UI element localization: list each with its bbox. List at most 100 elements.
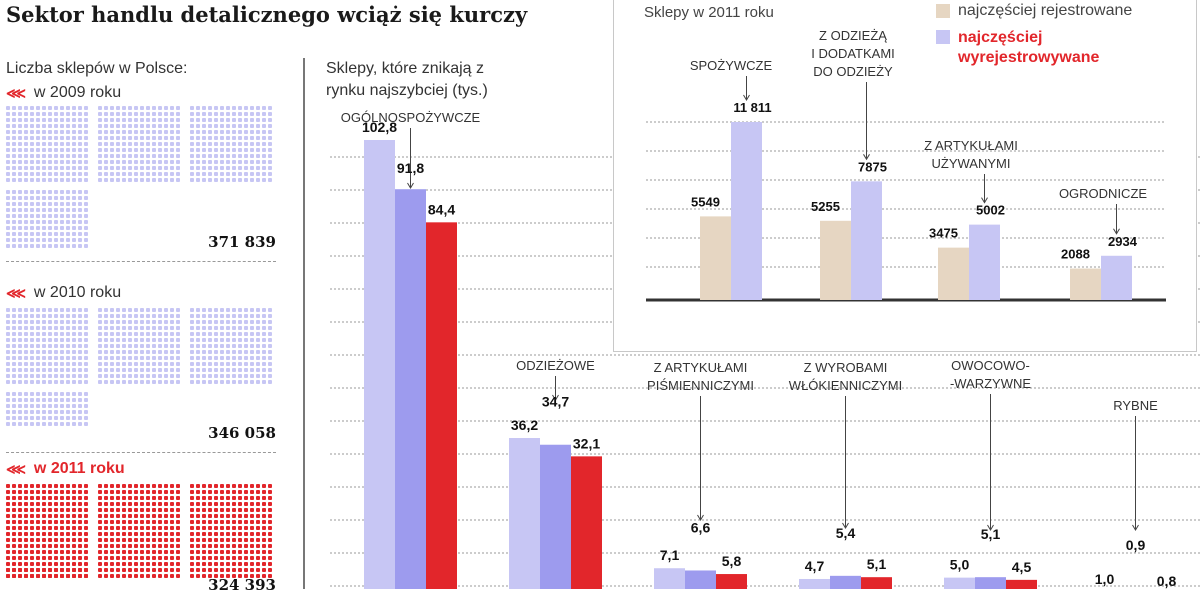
shop-dot: [30, 320, 34, 324]
bar: [1006, 579, 1037, 589]
shop-dot: [164, 544, 168, 548]
shop-dot: [268, 568, 272, 572]
shop-dot: [238, 314, 242, 318]
shop-dot: [48, 332, 52, 336]
shop-dot: [202, 502, 206, 506]
shop-dot: [66, 202, 70, 206]
shop-dot: [140, 338, 144, 342]
shop-dot: [104, 332, 108, 336]
shop-dot: [78, 526, 82, 530]
shop-dot: [202, 368, 206, 372]
shop-dot: [36, 374, 40, 378]
shop-dot: [146, 502, 150, 506]
shop-dot: [190, 332, 194, 336]
data-label: 32,1: [573, 435, 600, 451]
shop-dot: [232, 344, 236, 348]
shop-dot: [72, 166, 76, 170]
shop-dot: [268, 350, 272, 354]
shop-dot: [190, 568, 194, 572]
shop-dot: [48, 238, 52, 242]
shop-dot: [262, 538, 266, 542]
shop-dot: [220, 166, 224, 170]
shop-dot: [262, 124, 266, 128]
shop-dot: [196, 502, 200, 506]
shop-dot: [12, 142, 16, 146]
shop-dot: [6, 118, 10, 122]
data-label: 84,4: [428, 201, 455, 217]
shop-dot: [18, 214, 22, 218]
shop-dot: [250, 350, 254, 354]
legend-label: najczęściej wyrejestrowywane: [958, 29, 1100, 66]
shop-dot: [42, 514, 46, 518]
shop-dot: [220, 562, 224, 566]
shop-dot: [122, 550, 126, 554]
shop-dot: [66, 314, 70, 318]
shop-dot: [256, 332, 260, 336]
shop-dot: [268, 166, 272, 170]
shop-dot: [202, 350, 206, 354]
shop-dot: [208, 106, 212, 110]
separator: [6, 452, 276, 453]
shop-dot: [152, 166, 156, 170]
data-label: 91,8: [397, 160, 424, 176]
shop-dot: [54, 392, 58, 396]
shop-dot: [66, 416, 70, 420]
shop-dot: [42, 160, 46, 164]
shop-dot: [84, 308, 88, 312]
shop-dot: [18, 172, 22, 176]
shop-dot: [54, 154, 58, 158]
shop-dot: [164, 326, 168, 330]
shop-dot: [30, 214, 34, 218]
shop-dot: [18, 550, 22, 554]
shop-dot: [72, 202, 76, 206]
shop-dot: [6, 160, 10, 164]
shop-dot: [30, 314, 34, 318]
shop-dot: [140, 178, 144, 182]
shop-dot: [196, 380, 200, 384]
shop-dot: [146, 332, 150, 336]
data-label: 5549: [691, 194, 720, 209]
shop-dot: [30, 502, 34, 506]
shop-dot: [6, 190, 10, 194]
shop-dot: [146, 130, 150, 134]
shop-dot: [36, 404, 40, 408]
shop-dot: [18, 544, 22, 548]
shop-dot: [36, 338, 40, 342]
shop-dot: [24, 142, 28, 146]
shop-dot: [128, 380, 132, 384]
shop-dot: [104, 314, 108, 318]
shop-dot: [98, 356, 102, 360]
shop-dot: [158, 568, 162, 572]
shop-dot: [226, 160, 230, 164]
shop-dot: [196, 574, 200, 578]
shop-dot: [54, 422, 58, 426]
shop-dot: [78, 410, 82, 414]
data-label: 5,1: [981, 526, 1001, 542]
bar: [509, 438, 540, 589]
shop-dot: [164, 502, 168, 506]
shop-dot: [36, 112, 40, 116]
shop-dot: [214, 374, 218, 378]
shop-dot: [84, 538, 88, 542]
shop-dot: [268, 514, 272, 518]
shop-dot: [54, 196, 58, 200]
shop-dot: [30, 332, 34, 336]
shop-dot: [12, 392, 16, 396]
shop-dot: [18, 350, 22, 354]
shop-dot: [250, 362, 254, 366]
shop-dot: [12, 490, 16, 494]
shop-dot: [36, 544, 40, 548]
shop-dot: [18, 344, 22, 348]
shop-dot: [140, 526, 144, 530]
shop-dot: [116, 550, 120, 554]
shop-dot: [60, 338, 64, 342]
shop-dot: [66, 244, 70, 248]
shop-dot: [66, 538, 70, 542]
shop-dot: [244, 544, 248, 548]
shop-dot: [60, 154, 64, 158]
shop-dot: [158, 490, 162, 494]
shop-dot: [48, 556, 52, 560]
shop-dot: [78, 374, 82, 378]
shop-dot: [60, 142, 64, 146]
shop-dot: [104, 344, 108, 348]
